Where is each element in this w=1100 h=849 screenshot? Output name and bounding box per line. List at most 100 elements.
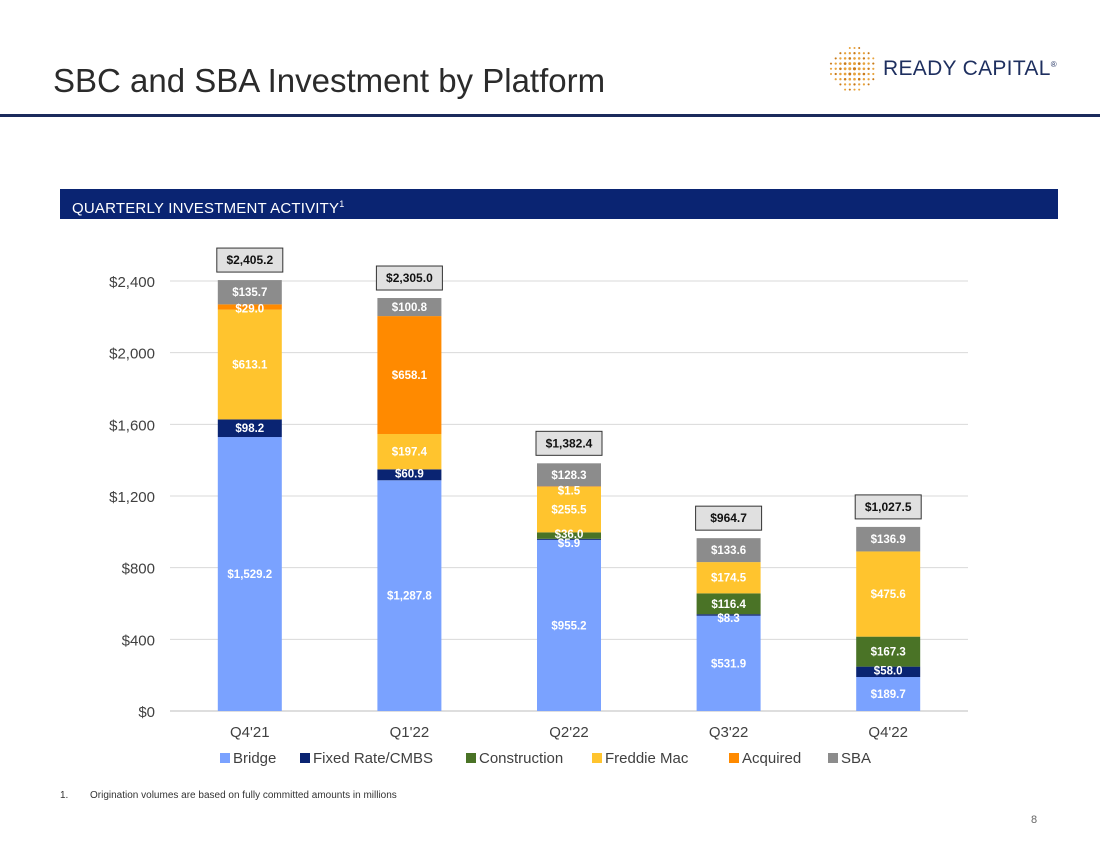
data-label: $135.7 (232, 287, 267, 299)
data-label: $658.1 (392, 370, 428, 382)
bar-segment (856, 526, 921, 552)
x-tick-label: Q2'22 (549, 724, 589, 741)
bar-segment (696, 562, 761, 594)
legend-swatch (220, 753, 230, 763)
legend-swatch (300, 753, 310, 763)
bar-segment (217, 437, 282, 711)
bar-segment (696, 615, 761, 711)
total-label: $2,405.2 (226, 253, 273, 267)
bar-segment (537, 486, 601, 533)
legend-label: Freddie Mac (605, 750, 689, 767)
total-label: $2,305.0 (386, 271, 433, 285)
bar-segment (696, 614, 761, 616)
data-label: $189.7 (871, 689, 906, 701)
data-label: $58.0 (874, 666, 903, 678)
data-label: $197.4 (392, 447, 428, 459)
legend-swatch (466, 753, 476, 763)
data-label: $531.9 (711, 658, 746, 670)
y-tick-label: $400 (122, 632, 155, 649)
bar-segment (856, 677, 921, 711)
data-label: $36.0 (555, 529, 584, 541)
data-label: $613.1 (232, 360, 268, 372)
data-label: $100.8 (392, 302, 428, 314)
x-tick-label: Q4'22 (868, 724, 908, 741)
data-label: $128.3 (551, 470, 586, 482)
bar-segment (537, 532, 601, 539)
legend-label: Fixed Rate/CMBS (313, 750, 433, 767)
bar-segment (377, 298, 442, 317)
section-header: QUARTERLY INVESTMENT ACTIVITY1 (60, 189, 1058, 219)
y-tick-label: $2,000 (109, 346, 155, 363)
bar-segment (217, 419, 282, 438)
title-divider (0, 114, 1100, 117)
bar-segment (537, 538, 601, 540)
data-label: $8.3 (717, 613, 739, 625)
total-label: $1,027.5 (865, 500, 912, 514)
bar-segment (217, 280, 282, 305)
y-tick-label: $1,200 (109, 489, 155, 506)
total-label: $1,382.4 (546, 436, 593, 450)
section-footnote-ref: 1 (339, 199, 345, 209)
bar-segment (217, 309, 282, 420)
logo-dot-grid-icon (829, 46, 875, 91)
bar-segment (856, 666, 921, 678)
ready-capital-logo: READY CAPITAL® (826, 44, 1066, 94)
logo-registered-mark: ® (1050, 60, 1057, 69)
bar-segment (696, 538, 761, 563)
data-label: $167.3 (871, 647, 906, 659)
bar-segment (537, 486, 601, 487)
y-tick-label: $2,400 (109, 274, 155, 291)
data-label: $255.5 (551, 504, 587, 516)
legend-label: SBA (841, 750, 871, 767)
x-tick-label: Q4'21 (230, 724, 270, 741)
bar-segment (856, 636, 921, 667)
total-box (854, 494, 922, 520)
legend-swatch (592, 753, 602, 763)
footnote-text: Origination volumes are based on fully c… (90, 790, 397, 801)
data-label: $133.6 (711, 545, 746, 557)
bar-segment (377, 480, 442, 711)
bar-segment (377, 316, 442, 434)
x-tick-label: Q1'22 (390, 724, 430, 741)
legend-label: Acquired (742, 750, 801, 767)
page-number: 8 (1031, 814, 1038, 826)
data-label: $1,287.8 (387, 591, 432, 603)
data-label: $5.9 (558, 538, 580, 550)
legend-swatch (729, 753, 739, 763)
total-box (695, 505, 763, 531)
data-label: $475.6 (871, 589, 906, 601)
logo-text: READY CAPITAL (883, 57, 1051, 80)
data-label: $60.9 (395, 468, 424, 480)
bar-segment (696, 593, 761, 615)
legend-swatch (828, 753, 838, 763)
data-label: $1.5 (558, 485, 581, 497)
bar-segment (537, 463, 601, 487)
legend-label: Bridge (233, 750, 276, 767)
footnote: 1. Origination volumes are based on fully… (60, 790, 397, 801)
data-label: $116.4 (711, 599, 746, 611)
data-label: $29.0 (235, 303, 264, 315)
y-tick-label: $1,600 (109, 417, 155, 434)
data-label: $136.9 (871, 534, 906, 546)
bar-segment (377, 433, 442, 470)
x-tick-label: Q3'22 (709, 724, 749, 741)
bar-segment (377, 469, 442, 481)
total-box (535, 430, 603, 456)
data-label: $174.5 (711, 573, 747, 585)
data-label: $98.2 (235, 423, 264, 435)
section-title: QUARTERLY INVESTMENT ACTIVITY (72, 200, 340, 217)
data-label: $1,529.2 (227, 569, 272, 581)
footnote-number: 1. (60, 790, 69, 801)
page-title: SBC and SBA Investment by Platform (53, 62, 606, 99)
y-tick-label: $800 (122, 561, 155, 578)
y-tick-label: $0 (138, 704, 155, 721)
total-label: $964.7 (710, 511, 747, 525)
total-box (375, 265, 443, 291)
bar-segment (537, 539, 601, 711)
bar-segment (856, 551, 921, 637)
bar-segment (217, 304, 282, 310)
data-label: $955.2 (551, 620, 586, 632)
total-box (216, 247, 284, 273)
legend-label: Construction (479, 750, 563, 767)
